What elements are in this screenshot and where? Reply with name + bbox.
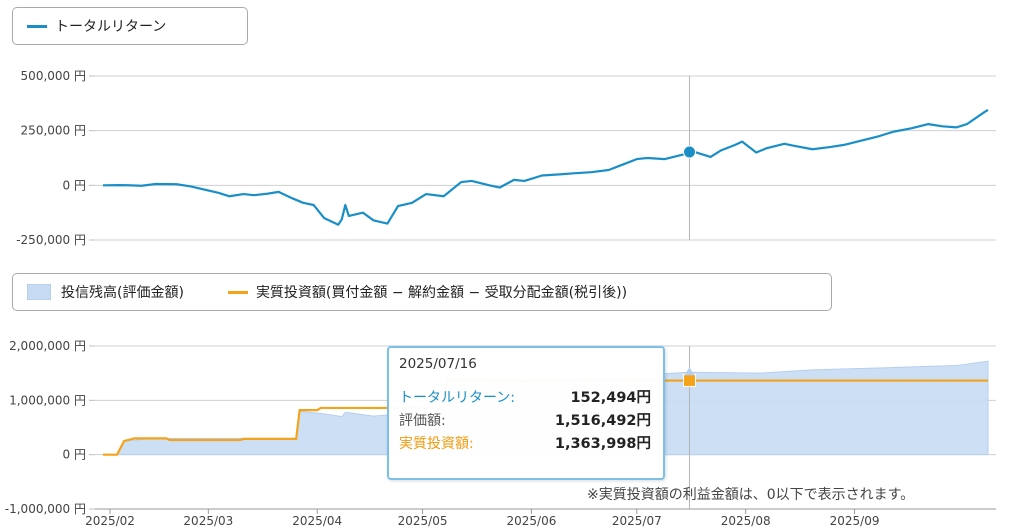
top-chart-grid: 500,000 円 250,000 円 0 円 -250,000 円 <box>16 69 996 247</box>
investment-swatch <box>227 290 248 294</box>
marker-investment[interactable] <box>682 374 696 388</box>
marker-total-return[interactable] <box>682 145 696 159</box>
x-tick-label: 2025/06 <box>507 514 557 528</box>
bottom-chart-y-tick-label: 0 円 <box>63 448 86 462</box>
top-chart-y-tick-label: -250,000 円 <box>16 233 86 247</box>
tooltip-row-investment: 実質投資額: 1,363,998円 <box>399 432 651 455</box>
tooltip-date: 2025/07/16 <box>399 356 477 372</box>
top-chart-y-tick-label: 250,000 円 <box>21 124 86 138</box>
series-line-total-return[interactable] <box>102 108 989 226</box>
x-tick-label: 2025/07 <box>612 514 662 528</box>
x-axis-labels: 2025/02 2025/03 2025/04 2025/05 2025/06 2025/… <box>85 509 879 528</box>
bottom-chart-legend: 投信残高(評価金額) 実質投資額(買付金額 − 解約金額 − 受取分配金額(税引… <box>12 273 832 311</box>
tooltip-label-total-return: トータルリターン: <box>399 390 516 406</box>
top-chart-legend: トータルリターン <box>12 7 248 45</box>
bottom-chart-y-tick-label: -1,000,000 円 <box>5 502 86 516</box>
total-return-swatch <box>27 24 47 28</box>
legend-item-balance[interactable]: 投信残高(評価金額) <box>27 282 184 302</box>
legend-label-investment: 実質投資額(買付金額 − 解約金額 − 受取分配金額(税引後)) <box>255 285 628 301</box>
tooltip-row-total-return: トータルリターン: 152,494円 <box>399 386 651 409</box>
tooltip-row-valuation: 評価額: 1,516,492円 <box>399 409 651 432</box>
legend-item-total-return[interactable]: トータルリターン <box>27 16 166 36</box>
bottom-chart-y-tick-label: 2,000,000 円 <box>9 339 86 353</box>
tooltip-value-investment: 1,363,998円 <box>554 436 651 452</box>
top-chart-y-tick-label: 500,000 円 <box>21 69 86 83</box>
x-tick-label: 2025/09 <box>830 514 880 528</box>
marker-balance[interactable] <box>684 367 695 376</box>
legend-item-investment[interactable]: 実質投資額(買付金額 − 解約金額 − 受取分配金額(税引後)) <box>227 282 628 302</box>
tooltip-label-valuation: 評価額: <box>399 413 446 429</box>
footnote: ※実質投資額の利益金額は、0以下で表示されます。 <box>587 487 915 503</box>
x-tick-label: 2025/08 <box>721 514 771 528</box>
x-tick-label: 2025/04 <box>292 514 342 528</box>
data-tooltip: 2025/07/16 トータルリターン: 152,494円 評価額: 1,516… <box>387 346 665 480</box>
x-tick-label: 2025/05 <box>398 514 448 528</box>
x-tick-label: 2025/02 <box>85 514 135 528</box>
legend-label-balance: 投信残高(評価金額) <box>61 285 184 301</box>
top-chart-series <box>102 108 989 226</box>
balance-swatch <box>27 284 51 300</box>
top-chart-y-tick-label: 0 円 <box>63 178 86 192</box>
tooltip-label-investment: 実質投資額: <box>399 436 474 452</box>
tooltip-value-valuation: 1,516,492円 <box>554 413 651 429</box>
x-tick-label: 2025/03 <box>183 514 233 528</box>
tooltip-value-total-return: 152,494円 <box>570 390 651 406</box>
bottom-chart-y-tick-label: 1,000,000 円 <box>9 393 86 407</box>
legend-label-total-return: トータルリターン <box>55 19 167 35</box>
